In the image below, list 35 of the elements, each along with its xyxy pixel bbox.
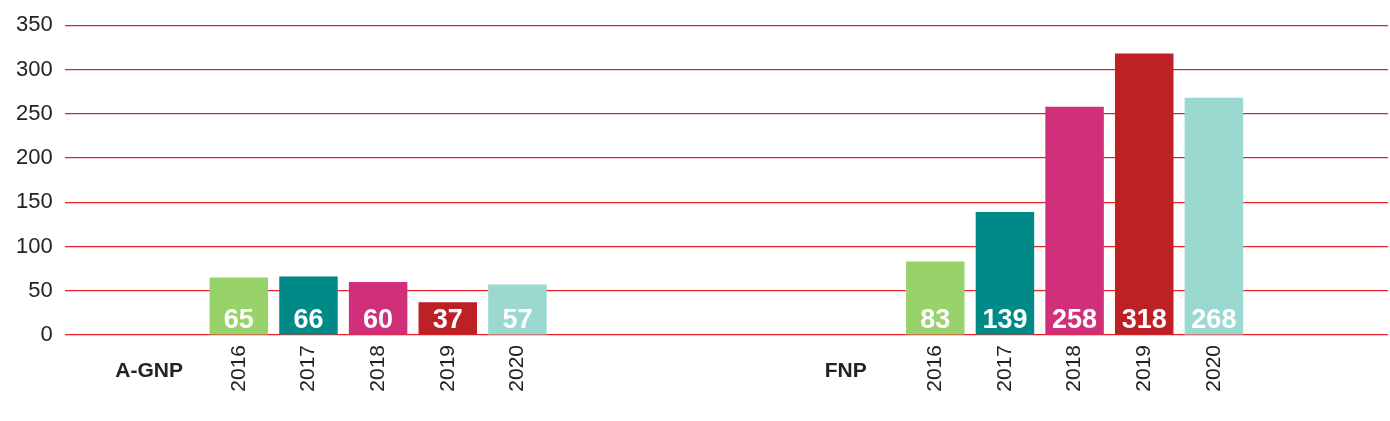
y-tick-label: 50 — [28, 276, 53, 302]
y-tick-label: 300 — [15, 55, 53, 81]
y-tick-label: 100 — [15, 232, 53, 258]
y-tick-label: 150 — [15, 188, 53, 214]
data-label: 139 — [982, 304, 1028, 335]
data-label: 60 — [363, 304, 394, 335]
x-tick-label: 2017 — [991, 345, 1015, 392]
bar — [1045, 106, 1104, 335]
x-tick-label: 2018 — [364, 345, 388, 392]
data-label: 258 — [1052, 304, 1098, 335]
data-label: 268 — [1191, 304, 1237, 335]
x-tick-label: 2016 — [225, 345, 249, 392]
x-tick-label: 2016 — [922, 345, 946, 392]
data-label: 57 — [502, 304, 533, 335]
bar — [1184, 97, 1244, 335]
data-label: 65 — [223, 304, 254, 335]
x-tick-label: A-GNP — [115, 358, 184, 382]
x-tick-label: 2019 — [1131, 345, 1155, 392]
bar — [906, 261, 965, 335]
x-tick-label: 2020 — [504, 345, 528, 392]
y-tick-label: 200 — [15, 144, 53, 170]
y-tick-label: 0 — [40, 321, 53, 347]
data-label: 37 — [432, 304, 463, 335]
bar — [975, 211, 1035, 335]
data-label: 83 — [920, 304, 951, 335]
x-tick-label: 2019 — [434, 345, 458, 392]
y-tick-label: 350 — [15, 11, 53, 37]
x-tick-label: 2020 — [1200, 345, 1224, 392]
data-label: 318 — [1121, 304, 1167, 335]
x-tick-label: FNP — [824, 358, 867, 382]
data-label: 66 — [293, 304, 324, 335]
y-tick-label: 250 — [15, 99, 53, 125]
x-tick-label: 2017 — [295, 345, 319, 392]
bar — [1114, 53, 1174, 335]
x-tick-label: 2018 — [1061, 345, 1085, 392]
